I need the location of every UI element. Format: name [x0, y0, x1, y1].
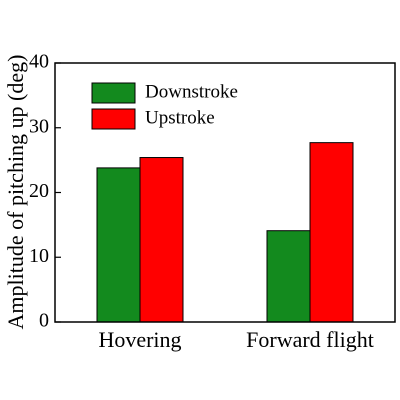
- bar: [139, 157, 184, 323]
- legend-label: Downstroke: [145, 81, 238, 102]
- bar: [266, 230, 311, 323]
- legend-label: Upstroke: [145, 107, 215, 128]
- y-tick-label: 30: [29, 115, 49, 137]
- legend-swatch: [91, 82, 136, 104]
- plot-frame: [54, 62, 396, 323]
- x-tick-label: Forward flight: [246, 327, 374, 352]
- y-tick-label: 20: [29, 180, 49, 202]
- bar: [309, 142, 354, 323]
- legend-swatch: [91, 108, 136, 130]
- y-tick-label: 10: [29, 245, 49, 267]
- y-tick-label: 40: [29, 51, 49, 73]
- x-tick-label: Hovering: [98, 327, 181, 352]
- bar: [96, 167, 141, 323]
- y-tick-label: 0: [39, 310, 49, 332]
- y-axis-label: Amplitude of pitching up (deg): [3, 55, 28, 330]
